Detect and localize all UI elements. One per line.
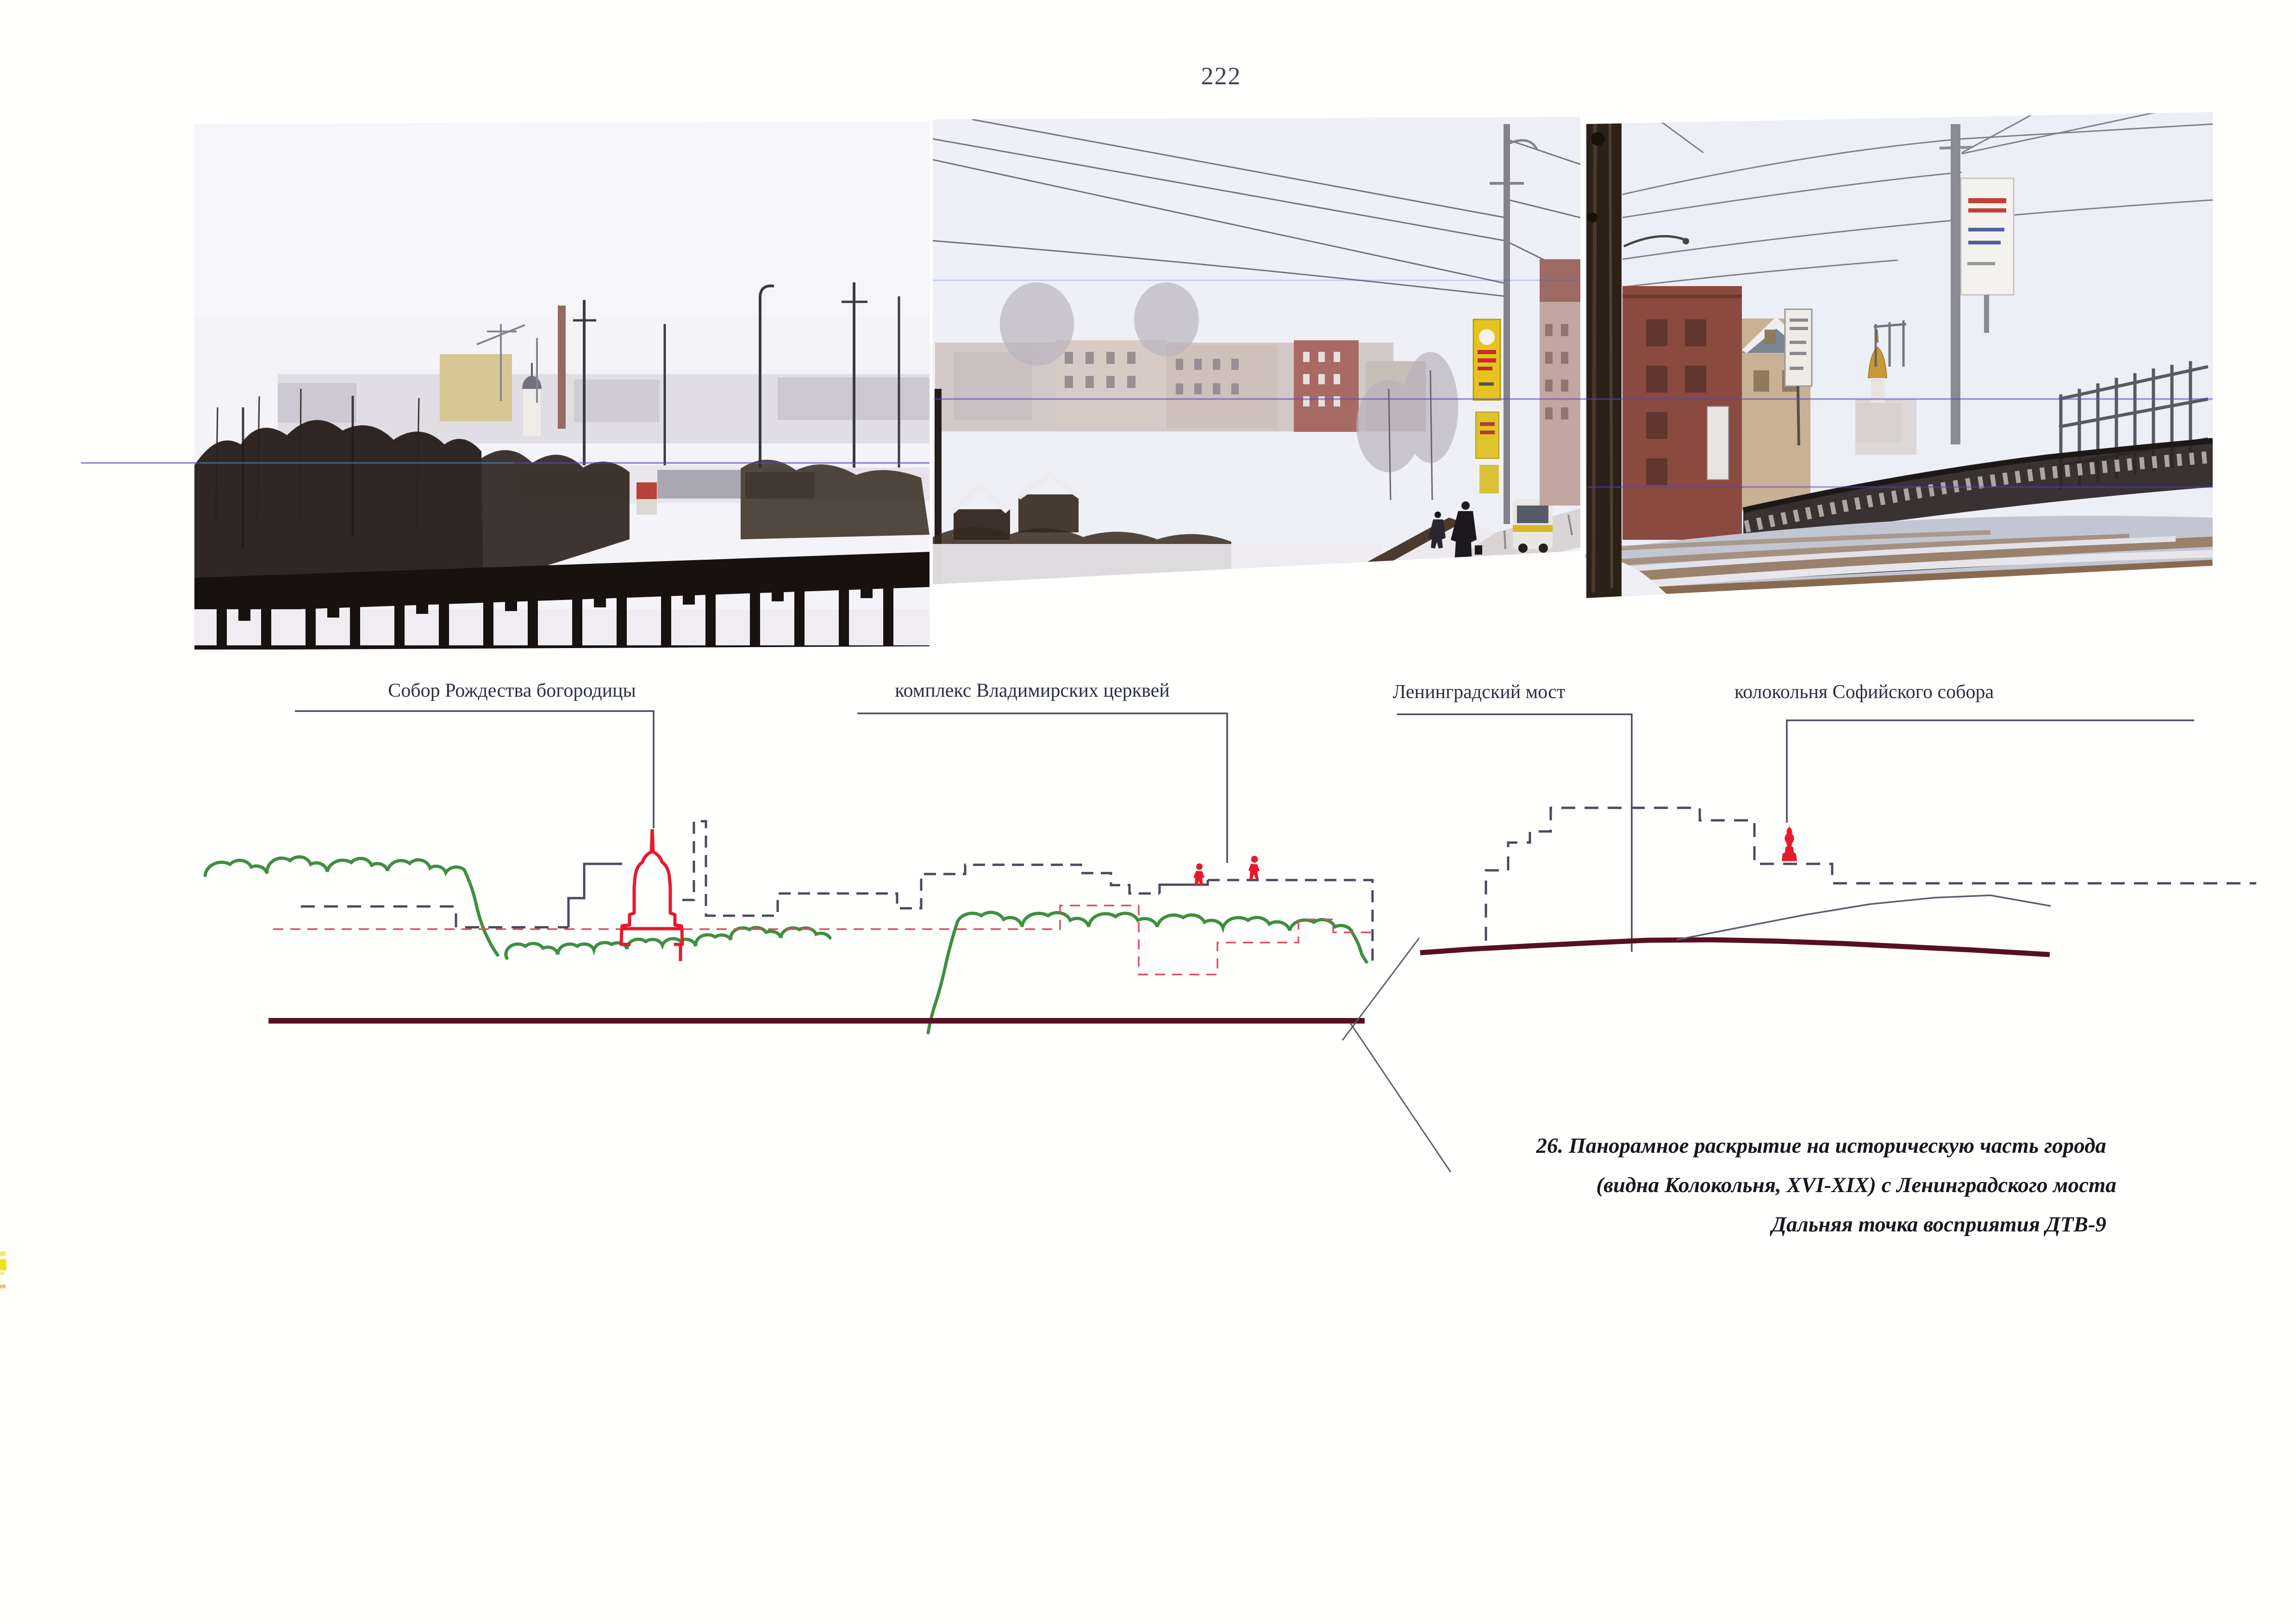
label-leningradsky-most: Ленинградский мост xyxy=(1393,681,1566,703)
road-edge-lines xyxy=(1341,937,1452,1173)
leader-line-sobor xyxy=(295,710,655,828)
label-kolokolnya-sofiyskogo: колокольня Софийского собора xyxy=(1734,681,1994,703)
caption-line-1: 26. Панорамное раскрытие на историческую… xyxy=(1536,1134,2106,1158)
right-buildings xyxy=(1540,259,1580,506)
bridge-deck-line xyxy=(1420,937,2050,957)
red-brick-building xyxy=(1622,286,1742,540)
bus xyxy=(1513,499,1553,553)
bell-tower-silhouette xyxy=(1782,824,1797,861)
concrete-pole xyxy=(1951,124,1960,444)
apartment-blocks xyxy=(935,340,1426,432)
tree-mass xyxy=(194,420,484,590)
bridge-profile-dashed xyxy=(1485,806,2256,941)
caption-line-3: Дальняя точка восприятия ДТВ-9 xyxy=(1770,1212,2106,1237)
overhead-wires xyxy=(1622,112,2213,288)
white-banner-sign xyxy=(1784,308,1813,446)
trolleybus-pole xyxy=(1504,124,1510,524)
panorama-diagram: Собор Рождества богородицы комплекс Влад… xyxy=(203,680,2256,1173)
yellow-edge-marks xyxy=(0,1251,6,1288)
scan-line-artifact xyxy=(81,462,930,464)
cranes xyxy=(476,324,538,403)
label-sobor-rozhdestva: Собор Рождества богородицы xyxy=(388,680,636,701)
red-church-silhouette xyxy=(619,829,684,961)
leader-line-kolokolnya xyxy=(1786,719,2194,823)
height-guide-red-dashed xyxy=(273,905,1371,975)
bridge-balustrade xyxy=(1742,438,2213,542)
photo-panorama-right xyxy=(934,112,2213,598)
rail-wagons xyxy=(657,470,741,499)
leader-line-cerkvi xyxy=(857,712,1228,863)
red-kiosk xyxy=(636,482,657,515)
figure-caption: 26. Панорамное раскрытие на историческую… xyxy=(1536,1134,2116,1237)
caption-line-2: (видна Колокольня, XVI-XIX) с Ленинградс… xyxy=(1596,1173,2116,1197)
scan-line-artifact-2 xyxy=(934,398,2213,488)
leader-line-most xyxy=(1397,713,1633,952)
chimney xyxy=(558,306,566,429)
bridge-railing-foreground xyxy=(194,552,930,650)
yellow-advert-signs xyxy=(1472,319,1501,493)
vegetation-outline xyxy=(203,855,1368,1035)
red-figures xyxy=(1193,856,1260,886)
building-outline-dashed xyxy=(301,806,2256,965)
photo-panorama-center xyxy=(933,117,1580,584)
wooden-pole xyxy=(1586,112,1622,598)
leader-lines xyxy=(295,710,2194,952)
golden-dome-church xyxy=(1855,329,1902,443)
photo-panorama-left xyxy=(81,121,930,650)
wooden-houses xyxy=(949,471,1083,540)
bridge-railing-line xyxy=(1676,894,2051,941)
label-vladimirskie-cerkvi: комплекс Владимирских церквей xyxy=(895,680,1169,701)
trolley-wires xyxy=(933,119,1580,297)
billboard xyxy=(1960,177,2015,333)
page-number: 222 xyxy=(1201,62,1242,90)
snowy-road xyxy=(1585,516,2213,598)
